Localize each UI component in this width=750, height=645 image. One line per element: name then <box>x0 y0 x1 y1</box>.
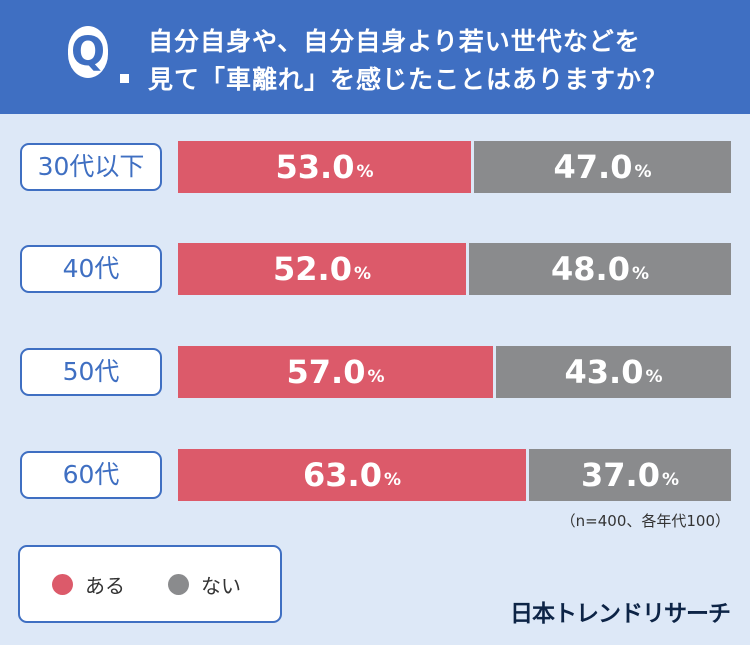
q-letter: Q <box>70 29 105 75</box>
question-header: Q 自分自身や、自分自身より若い世代などを 見て「車離れ」を感じたことはあります… <box>0 0 750 114</box>
data-label-nai-2: 43.0 <box>564 353 644 391</box>
data-label-nai-0: 47.0 <box>553 148 633 186</box>
legend-swatch-nai <box>168 573 189 595</box>
legend-label-nai: ない <box>201 573 241 598</box>
data-label-aru-3: 63.0 <box>303 456 382 494</box>
legend-item-nai: ない <box>168 547 241 621</box>
data-label-unit-aru-0: % <box>356 162 374 182</box>
bar-segment-aru-3: 63.0% <box>178 449 526 501</box>
bar-row-3: 63.0% 37.0% <box>178 449 731 501</box>
bar-row-2: 57.0% 43.0% <box>178 346 731 398</box>
bar-segment-aru-0: 53.0% <box>178 141 471 193</box>
question-text-line-2: 見て「車離れ」を感じたことはありますか？ <box>148 65 669 94</box>
bar-segment-aru-1: 52.0% <box>178 243 466 295</box>
data-label-unit-aru-1: % <box>353 264 371 284</box>
bar-segment-nai-3: 37.0% <box>529 449 731 501</box>
legend-item-aru: ある <box>52 547 125 621</box>
bar-row-1: 52.0% 48.0% <box>178 243 731 295</box>
sample-note: （n=400、各年代100） <box>560 512 730 530</box>
data-label-unit-aru-3: % <box>383 470 401 490</box>
data-label-aru-2: 57.0 <box>286 353 366 391</box>
row-label-2: 50代 <box>20 348 162 396</box>
data-label-unit-nai-3: % <box>661 470 679 490</box>
bar-row-0: 53.0% 47.0% <box>178 141 731 193</box>
row-label-1: 40代 <box>20 245 162 293</box>
data-label-nai-1: 48.0 <box>551 250 630 288</box>
data-label-aru-1: 52.0 <box>273 250 352 288</box>
legend-swatch-aru <box>52 573 73 595</box>
data-label-unit-nai-1: % <box>631 264 649 284</box>
legend-label-aru: ある <box>85 573 125 598</box>
question-text-line-1: 自分自身や、自分自身より若い世代などを <box>148 27 641 56</box>
row-label-0: 30代以下 <box>20 143 162 191</box>
data-label-nai-3: 37.0 <box>581 456 660 494</box>
q-icon: Q <box>68 26 129 86</box>
bar-segment-nai-0: 47.0% <box>474 141 731 193</box>
bar-segment-nai-1: 48.0% <box>469 243 731 295</box>
data-label-aru-0: 53.0 <box>275 148 355 186</box>
bar-segment-aru-2: 57.0% <box>178 346 493 398</box>
data-label-unit-aru-2: % <box>367 367 385 387</box>
brand-logo: 日本トレンドリサーチ <box>510 601 731 627</box>
row-label-3: 60代 <box>20 451 162 499</box>
data-label-unit-nai-0: % <box>634 162 652 182</box>
bar-segment-nai-2: 43.0% <box>496 346 731 398</box>
data-label-unit-nai-2: % <box>645 367 663 387</box>
legend: ある ない <box>18 545 282 623</box>
